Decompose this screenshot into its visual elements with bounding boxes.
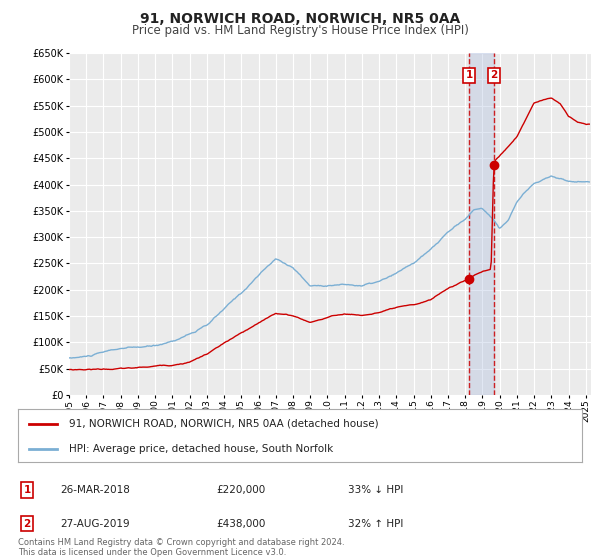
Text: 2: 2 <box>490 71 497 81</box>
Text: 1: 1 <box>23 485 31 495</box>
Text: £438,000: £438,000 <box>216 519 265 529</box>
Text: 91, NORWICH ROAD, NORWICH, NR5 0AA: 91, NORWICH ROAD, NORWICH, NR5 0AA <box>140 12 460 26</box>
Text: Price paid vs. HM Land Registry's House Price Index (HPI): Price paid vs. HM Land Registry's House … <box>131 24 469 37</box>
Text: 33% ↓ HPI: 33% ↓ HPI <box>348 485 403 495</box>
Text: HPI: Average price, detached house, South Norfolk: HPI: Average price, detached house, Sout… <box>69 444 333 454</box>
Text: 2: 2 <box>23 519 31 529</box>
Text: £220,000: £220,000 <box>216 485 265 495</box>
Text: 32% ↑ HPI: 32% ↑ HPI <box>348 519 403 529</box>
Bar <box>469 53 494 395</box>
Text: 26-MAR-2018: 26-MAR-2018 <box>60 485 130 495</box>
Text: 91, NORWICH ROAD, NORWICH, NR5 0AA (detached house): 91, NORWICH ROAD, NORWICH, NR5 0AA (deta… <box>69 419 379 429</box>
Text: 27-AUG-2019: 27-AUG-2019 <box>60 519 130 529</box>
Text: Contains HM Land Registry data © Crown copyright and database right 2024.
This d: Contains HM Land Registry data © Crown c… <box>18 538 344 557</box>
Text: 1: 1 <box>466 71 473 81</box>
